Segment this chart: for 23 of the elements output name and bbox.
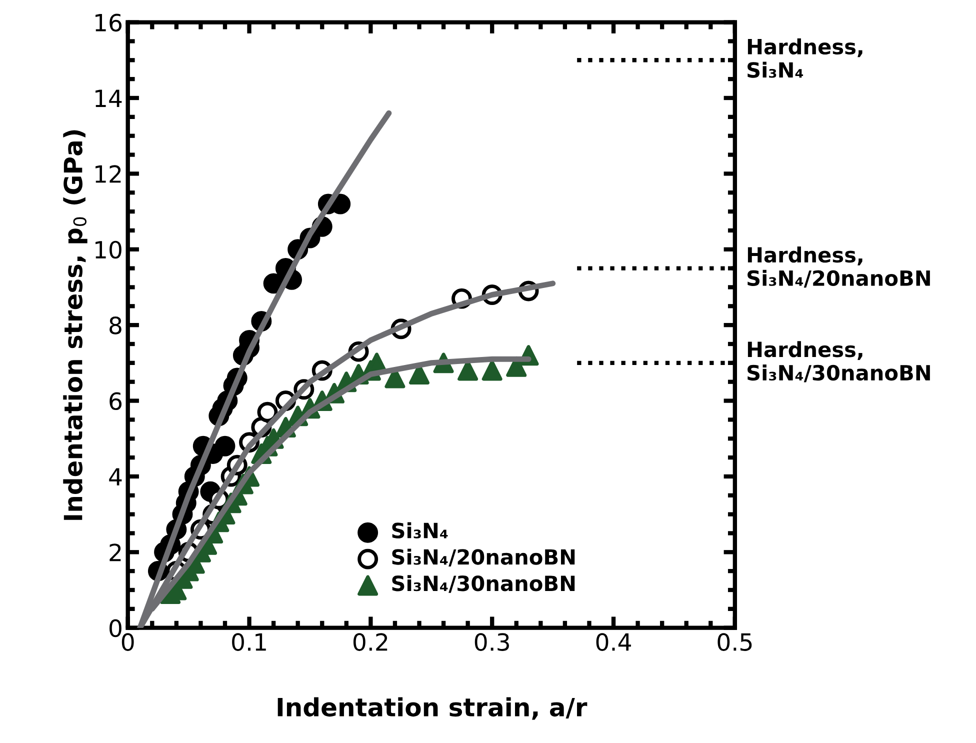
y-tick-label: 16: [96, 14, 122, 32]
y-tick-label: 4: [109, 468, 122, 486]
ref-line-label: Hardness, Si₃N₄/20nanoBN: [748, 246, 930, 288]
x-tick-label: 0.3: [474, 633, 509, 651]
legend-label: Si₃N₄/20nanoBN: [392, 548, 575, 566]
y-tick-label: 8: [110, 316, 122, 334]
y-tick-label: 2: [110, 544, 121, 562]
y-tick-label: 6: [110, 392, 122, 410]
y-axis-title: Indentation stress, p$_{0}$ (GPa): [63, 130, 88, 520]
x-tick-label: 0.4: [596, 633, 631, 651]
y-tick-label: 0: [110, 619, 122, 638]
y-tick-label: 12: [96, 165, 121, 183]
legend-label: Si₃N₄/30nanoBN: [392, 575, 575, 593]
x-tick-label: 0: [122, 633, 134, 651]
ref-line-label: Hardness, Si₃N₄/30nanoBN: [748, 341, 930, 382]
y-tick-label: 14: [96, 90, 122, 107]
x-tick-label: 0.5: [718, 633, 752, 651]
y-tick-label: 10: [96, 240, 122, 259]
ref-line-label: Hardness, Si₃N₄: [748, 38, 862, 78]
x-tick-label: 0.2: [353, 633, 388, 651]
x-tick-label: 0.1: [232, 633, 266, 651]
legend-label: Si₃N₄: [392, 522, 448, 538]
x-axis-title: Indentation strain, a/r: [278, 697, 588, 720]
